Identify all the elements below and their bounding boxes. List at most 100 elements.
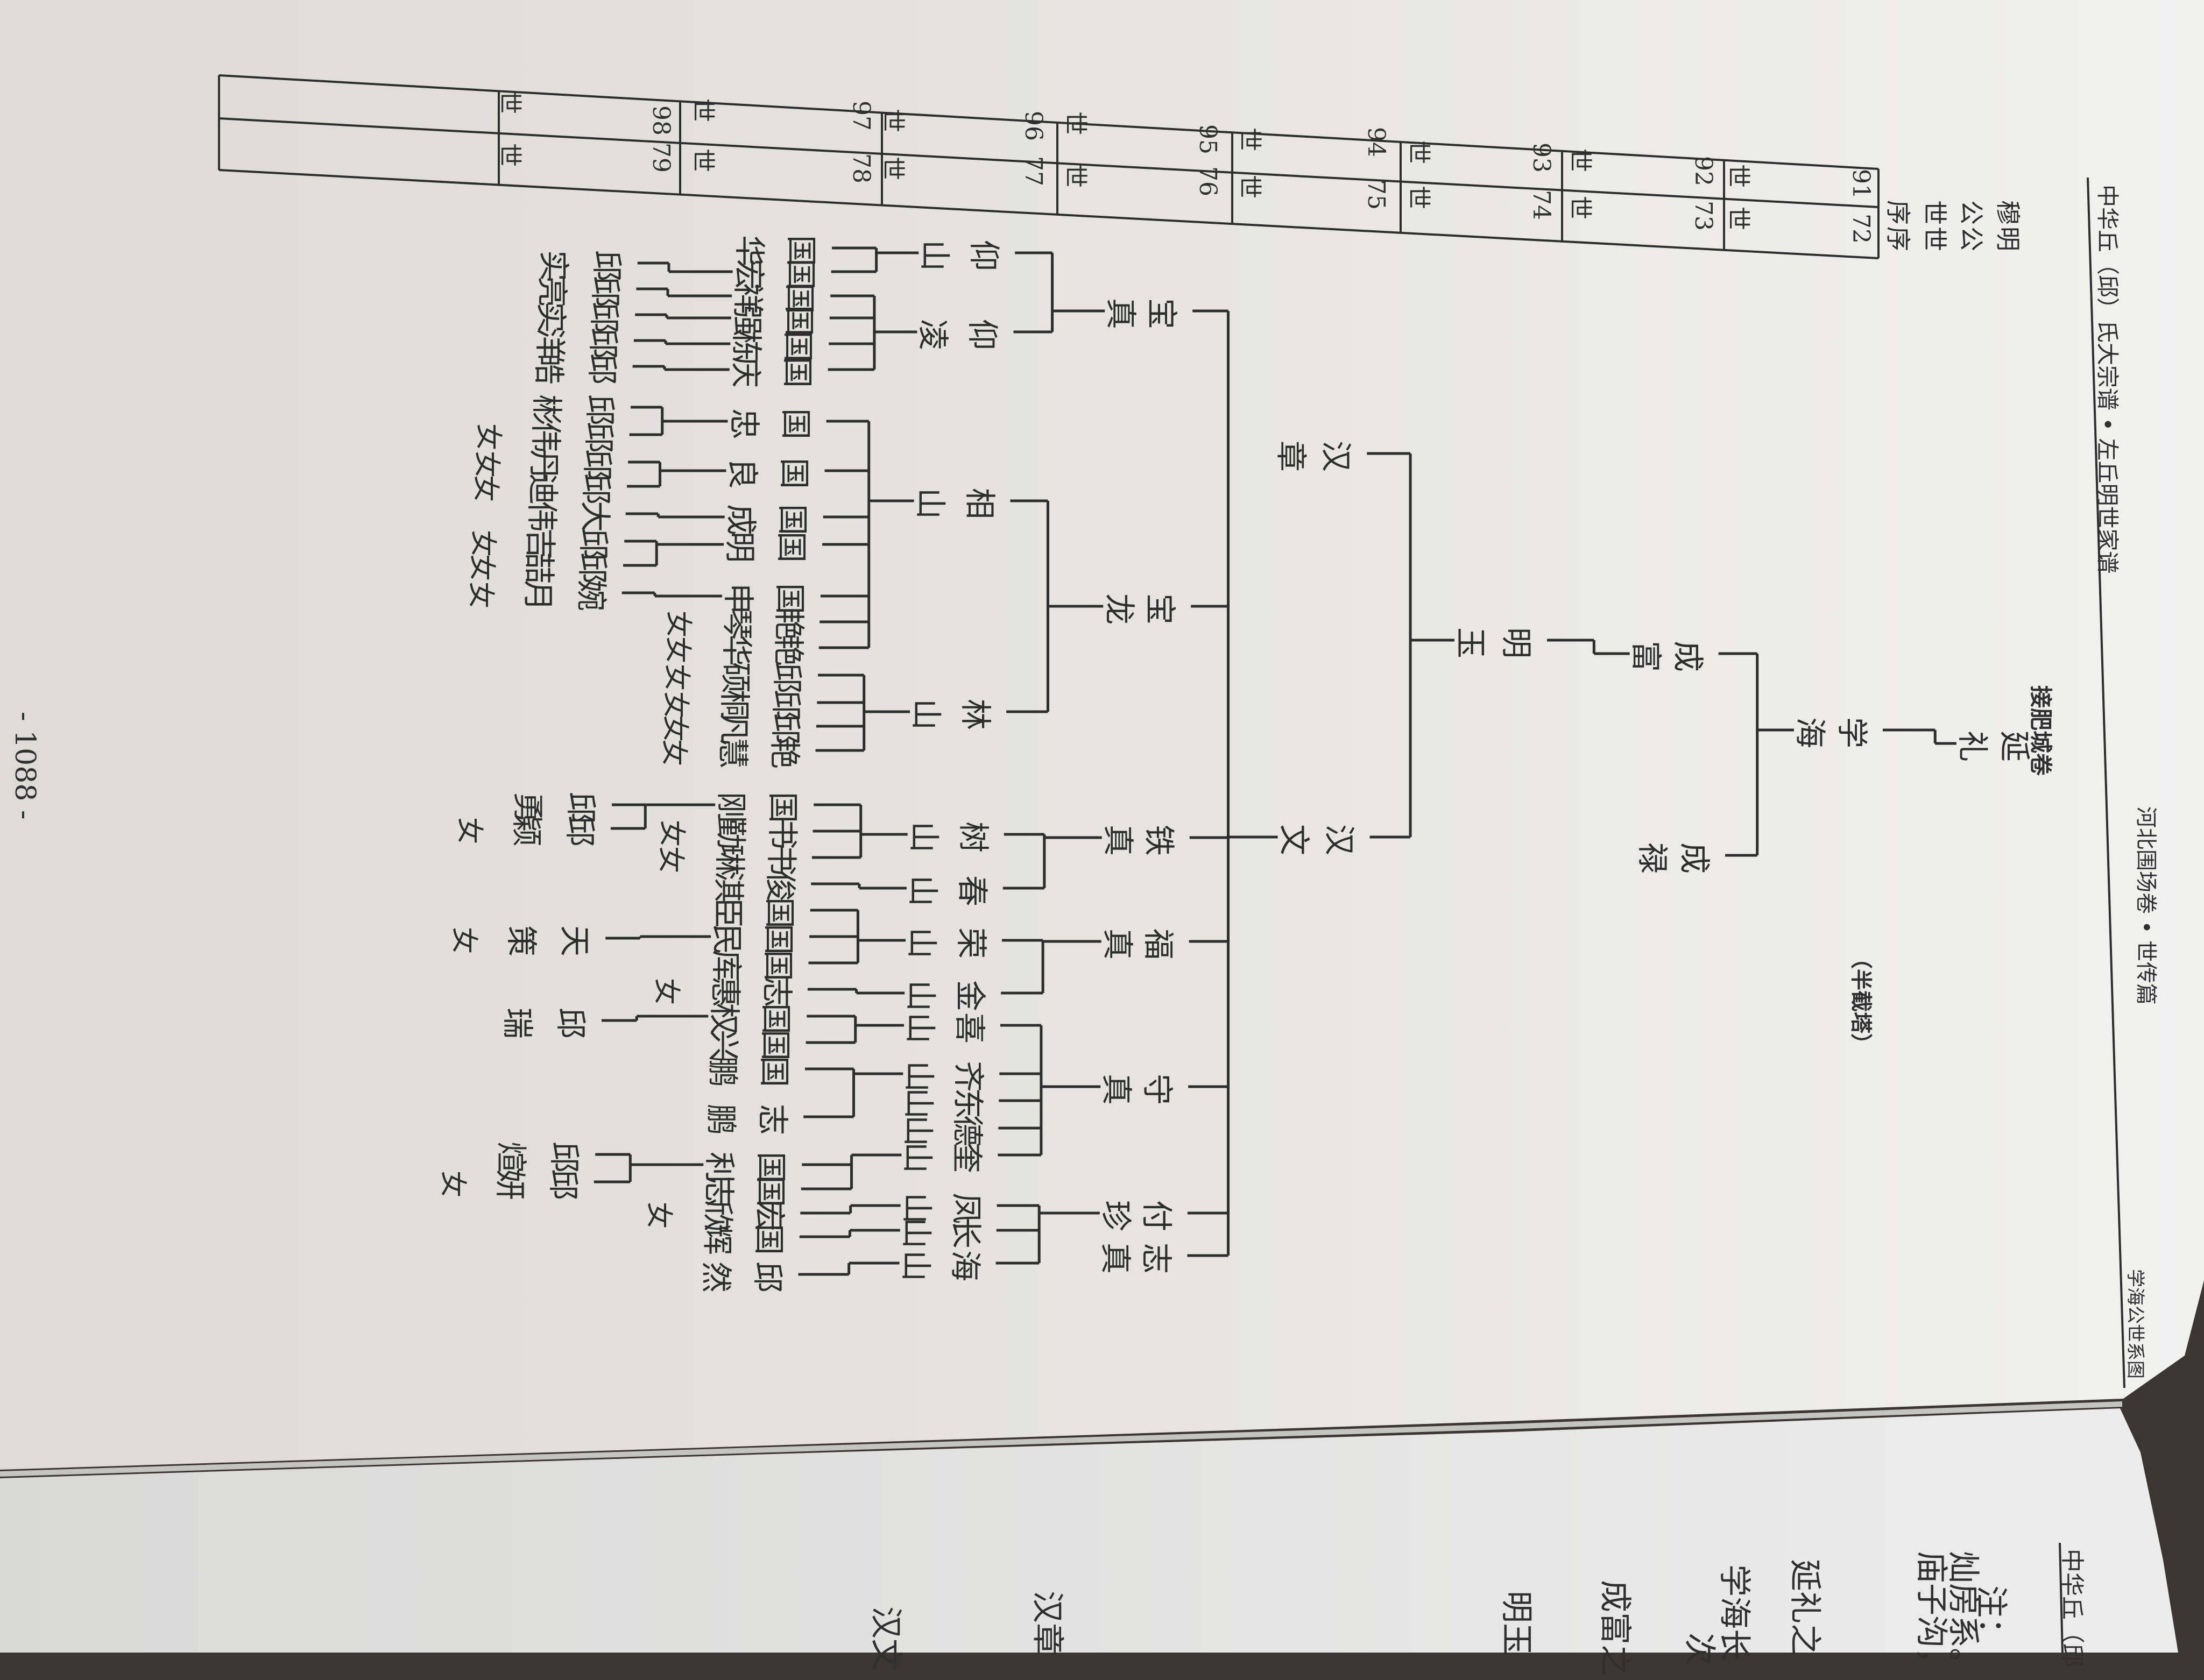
generation-unit: 世 — [879, 108, 907, 132]
mu-generation-number: 98 — [647, 105, 675, 136]
person-name: 国明 — [705, 526, 809, 563]
person-name: 学海 — [1784, 712, 1869, 748]
page-fold-shadow — [0, 1401, 2123, 1477]
person-name: 成富 — [1620, 635, 1705, 672]
person-name: 国鹏 — [688, 1051, 792, 1087]
female-marker: 女 — [659, 816, 687, 847]
person-name: 国庆 — [710, 351, 814, 388]
female-marker: 女 — [476, 419, 503, 450]
ming-generation-number: 72 — [1847, 213, 1875, 244]
generation-unit: 世 — [1566, 148, 1594, 172]
generation-unit: 世 — [1725, 206, 1752, 230]
person-name: 邱瑞 — [481, 1002, 588, 1039]
person-name: 志真 — [1091, 1237, 1174, 1274]
person-name: 艳慧 — [698, 732, 802, 769]
person-name: 邱妍 — [473, 1164, 580, 1200]
generation-unit: 世 — [1062, 111, 1089, 135]
person-name: 福真 — [1093, 923, 1175, 960]
ming-generation-number: 78 — [847, 153, 875, 183]
next-page-line: 成富之 — [1596, 1580, 1634, 1677]
page-number: - 1088 - — [9, 712, 41, 820]
person-name: 守真 — [1092, 1068, 1175, 1105]
generation-unit: 世 — [879, 156, 907, 180]
person-name: 树山 — [891, 816, 990, 853]
next-page-line: 汉章 — [1028, 1591, 1066, 1655]
generation-unit: 世 — [1405, 140, 1432, 164]
mu-generation-number: 94 — [1362, 126, 1390, 157]
person-name: 金山 — [888, 975, 987, 1011]
ming-generation-number: 77 — [1020, 155, 1047, 186]
female-marker: 女 — [457, 813, 484, 844]
branch-note: （半截塔） — [1848, 947, 1874, 1055]
next-page-line: 学海长 — [1715, 1564, 1753, 1661]
person-name: 汉章 — [1262, 435, 1353, 472]
person-name: 奎山 — [885, 1137, 984, 1173]
person-name: 婉月 — [501, 575, 608, 611]
next-page-line: 庙子沟， — [1912, 1551, 1950, 1680]
mu-generation-number: 91 — [1847, 168, 1875, 199]
person-name: 仰凌 — [900, 314, 1000, 350]
generation-unit: 世 — [496, 90, 524, 114]
next-page-line: 灿房系。 — [1944, 1551, 1982, 1680]
ming-generation-number: 79 — [647, 142, 675, 173]
person-name: 春山 — [889, 870, 989, 906]
section-title: 接肥城卷 — [2028, 685, 2054, 776]
ming-generation-number: 73 — [1690, 200, 1717, 231]
female-marker: 女 — [440, 1166, 468, 1197]
ming-generation-number: 75 — [1362, 179, 1390, 210]
ming-generation-number: 76 — [1194, 166, 1221, 196]
mu-generation-number: 92 — [1690, 155, 1717, 186]
female-marker: 女 — [470, 550, 497, 581]
left-page — [0, 0, 2204, 1470]
female-marker: 女 — [452, 923, 479, 954]
table-header-mu: 穆公世序 — [1875, 196, 2021, 225]
generation-unit: 世 — [1236, 174, 1263, 199]
person-name: 荣山 — [888, 922, 988, 959]
next-page-line: 次 — [1680, 1633, 1718, 1665]
mu-generation-number: 93 — [1528, 142, 1555, 173]
generation-unit: 世 — [1405, 185, 1432, 209]
female-marker: 女 — [662, 735, 689, 766]
person-name: 仰山 — [902, 235, 1001, 271]
person-name: 宝真 — [1097, 293, 1179, 329]
female-marker: 女 — [666, 606, 694, 637]
next-page-line: 汉文 — [867, 1606, 905, 1671]
person-name: 国良 — [707, 452, 811, 489]
person-name: 邱皓 — [512, 348, 619, 385]
person-name: 喜山 — [887, 1007, 986, 1044]
female-marker: 女 — [654, 974, 681, 1005]
female-marker: 女 — [658, 842, 686, 873]
mu-generation-number: 97 — [847, 100, 875, 131]
next-page-line: 延礼之 — [1786, 1559, 1824, 1656]
person-name: 铁真 — [1093, 819, 1176, 856]
generation-unit: 世 — [1236, 127, 1263, 151]
generation-unit: 世 — [689, 98, 717, 122]
table-header-ming: 明公世序 — [1875, 223, 2021, 252]
running-header-left: 中华丘（邱）氏大宗谱 • 左丘明世家谱 — [2094, 185, 2121, 574]
next-page-header: 中华丘（邱 — [2058, 1549, 2086, 1667]
person-name: 长山 — [883, 1212, 983, 1249]
running-header-right: 河北围场卷 • 世传篇 — [2134, 806, 2158, 1005]
person-name: 宝龙 — [1095, 588, 1177, 625]
mu-generation-number: 95 — [1194, 124, 1221, 154]
person-name: 延礼 — [1947, 725, 2031, 762]
generation-unit: 世 — [1566, 195, 1594, 219]
female-marker: 女 — [468, 577, 496, 608]
person-name: 林山 — [893, 693, 993, 730]
generation-unit: 世 — [1062, 164, 1089, 188]
person-name: 海山 — [882, 1245, 982, 1281]
next-page-line: 明玉 — [1497, 1591, 1535, 1655]
person-name: 邱颖 — [490, 810, 597, 847]
person-name: 相山 — [897, 483, 997, 519]
person-name: 汉文 — [1265, 819, 1356, 855]
female-marker: 女 — [647, 1197, 674, 1229]
person-name: 成禄 — [1627, 837, 1712, 874]
person-name: 邱然 — [681, 1256, 785, 1293]
person-name: 国辉 — [682, 1218, 786, 1255]
corner-title: 学海公世系图 — [2124, 1269, 2146, 1379]
person-name: 付珍 — [1091, 1195, 1174, 1231]
generation-unit: 世 — [1725, 164, 1752, 188]
generation-unit: 世 — [496, 143, 524, 167]
person-name: 国忠 — [709, 403, 813, 440]
